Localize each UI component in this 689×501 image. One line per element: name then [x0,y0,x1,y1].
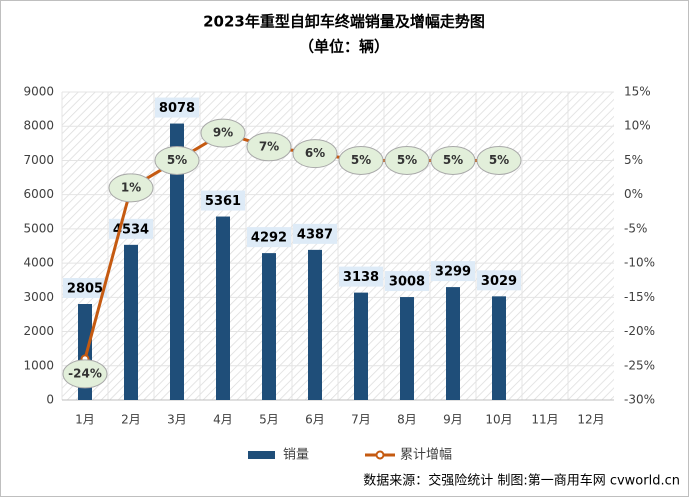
bar-label: 3299 [435,265,471,280]
legend-swatch [248,451,275,459]
y-tick-label: 1000 [23,358,54,372]
x-tick-label: 3月 [167,413,187,427]
bar-label: 5361 [205,194,241,209]
growth-label-bubble [430,145,476,175]
growth-label-bubble [476,145,522,175]
x-tick-label: 8月 [397,413,417,427]
bar-label: 8078 [159,101,195,116]
legend-label: 累计增幅 [400,448,452,463]
y-tick-label: 6000 [23,187,54,201]
growth-label: 5% [167,153,187,167]
growth-label: 5% [443,153,463,167]
bar-label: 3029 [481,274,517,289]
bar-label-box [63,278,107,299]
bar [492,296,506,400]
bar-label-box [247,227,291,248]
y2-tick-label: -30% [624,393,655,407]
y2-tick-label: 15% [624,85,651,99]
growth-label: 6% [305,146,325,160]
legend-label: 销量 [283,448,309,463]
x-tick-label: 11月 [531,413,558,427]
bar [446,287,460,400]
growth-label-bubble [154,145,200,175]
x-tick-label: 4月 [213,413,233,427]
bar-label-box [155,97,199,118]
y2-tick-label: -5% [624,221,647,235]
bar [262,253,276,400]
x-tick-label: 10月 [485,413,512,427]
y2-tick-label: 10% [624,119,651,133]
y2-tick-label: 0% [624,187,643,201]
growth-label: 9% [213,126,233,140]
source-note: 数据来源：交强险统计 制图:第一商用车网 cvworld.cn [363,473,680,489]
growth-label: 7% [259,139,279,153]
y-tick-label: 4000 [23,256,54,270]
x-tick-label: 6月 [305,413,325,427]
growth-label-bubble [200,118,246,148]
y-tick-label: 7000 [23,153,54,167]
bar-label: 3138 [343,270,379,285]
y-tick-label: 2000 [23,324,54,338]
growth-label: -24% [68,366,102,380]
bar-label-box [385,271,429,292]
growth-label-bubble [108,173,154,203]
bar-label-box [339,266,383,287]
chart-title: 2023年重型自卸车终端销量及增幅走势图 [203,13,485,31]
x-tick-label: 5月 [259,413,279,427]
growth-label: 5% [351,153,371,167]
x-tick-label: 1月 [75,413,95,427]
legend-marker [375,450,385,460]
y2-tick-label: -15% [624,290,655,304]
bar-label: 3008 [389,275,425,290]
growth-label-bubble [62,359,108,389]
x-tick-label: 7月 [351,413,371,427]
bar [400,297,414,400]
y-tick-label: 5000 [23,221,54,235]
bar-label: 4387 [297,227,333,242]
bar [124,244,138,400]
bar [354,292,368,400]
growth-label: 5% [489,153,509,167]
bar [308,249,322,400]
x-tick-label: 12月 [577,413,604,427]
bar-label-box [201,190,245,211]
growth-label: 5% [397,153,417,167]
growth-label-bubble [338,145,384,175]
growth-label-bubble [292,139,338,169]
bar-label-box [477,270,521,291]
bar-label-box [293,223,337,244]
y-tick-label: 0 [46,393,54,407]
bar-label-box [431,261,475,282]
x-tick-label: 9月 [443,413,463,427]
x-tick-label: 2月 [121,413,141,427]
y2-tick-label: 5% [624,153,643,167]
growth-label: 1% [121,180,141,194]
growth-label-bubble [246,132,292,162]
y-tick-label: 8000 [23,119,54,133]
bar-label: 2805 [67,282,103,297]
chart-subtitle: （单位：辆） [299,38,389,56]
bar [170,123,184,400]
y2-tick-label: -25% [624,358,655,372]
growth-label-bubble [384,145,430,175]
line [83,131,499,360]
y-tick-label: 3000 [23,290,54,304]
bar [216,216,230,400]
y-tick-label: 9000 [23,85,54,99]
y2-tick-label: -10% [624,256,655,270]
bar-label: 4292 [251,231,287,246]
y2-tick-label: -20% [624,324,655,338]
